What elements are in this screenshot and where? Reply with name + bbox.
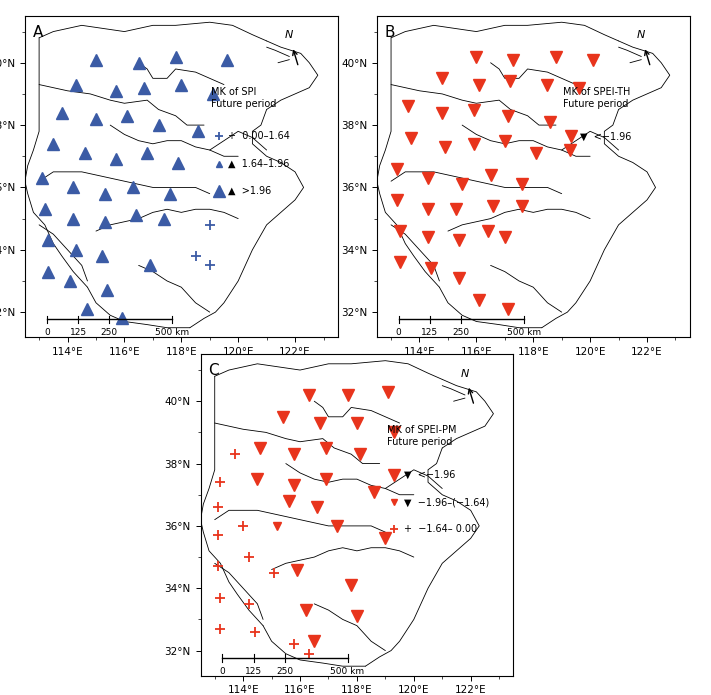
Text: ▲  >1.96: ▲ >1.96	[228, 186, 272, 196]
Text: 125: 125	[70, 329, 87, 337]
Text: 250: 250	[277, 667, 294, 676]
Text: 250: 250	[453, 329, 470, 337]
Text: 500 km: 500 km	[331, 667, 365, 676]
Text: N: N	[637, 30, 646, 40]
Text: +  0.00–1.64: + 0.00–1.64	[228, 131, 290, 141]
Text: ▲  1.64–1.96: ▲ 1.64–1.96	[228, 158, 289, 169]
Text: B: B	[385, 25, 395, 40]
Text: ▼  −1.96–(−1.64): ▼ −1.96–(−1.64)	[404, 497, 489, 507]
Text: 125: 125	[422, 329, 439, 337]
Text: MK of SPEI-TH
Future period: MK of SPEI-TH Future period	[563, 87, 631, 109]
Text: 500 km: 500 km	[155, 329, 189, 337]
Text: C: C	[208, 363, 219, 379]
Text: +  −1.64– 0.00: + −1.64– 0.00	[404, 525, 477, 534]
Text: ▼  <−1.96: ▼ <−1.96	[404, 470, 455, 480]
Text: 0: 0	[44, 329, 50, 337]
Text: N: N	[461, 368, 469, 379]
Text: A: A	[33, 25, 43, 40]
Text: 125: 125	[245, 667, 262, 676]
Text: MK of SPEI-PM
Future period: MK of SPEI-PM Future period	[387, 425, 456, 448]
Text: 0: 0	[396, 329, 402, 337]
Text: MK of SPI
Future period: MK of SPI Future period	[211, 87, 277, 109]
Text: N: N	[285, 30, 294, 40]
Text: 0: 0	[220, 667, 225, 676]
Text: 500 km: 500 km	[507, 329, 541, 337]
Text: ▼  <−1.96: ▼ <−1.96	[580, 131, 631, 141]
Text: 250: 250	[101, 329, 118, 337]
